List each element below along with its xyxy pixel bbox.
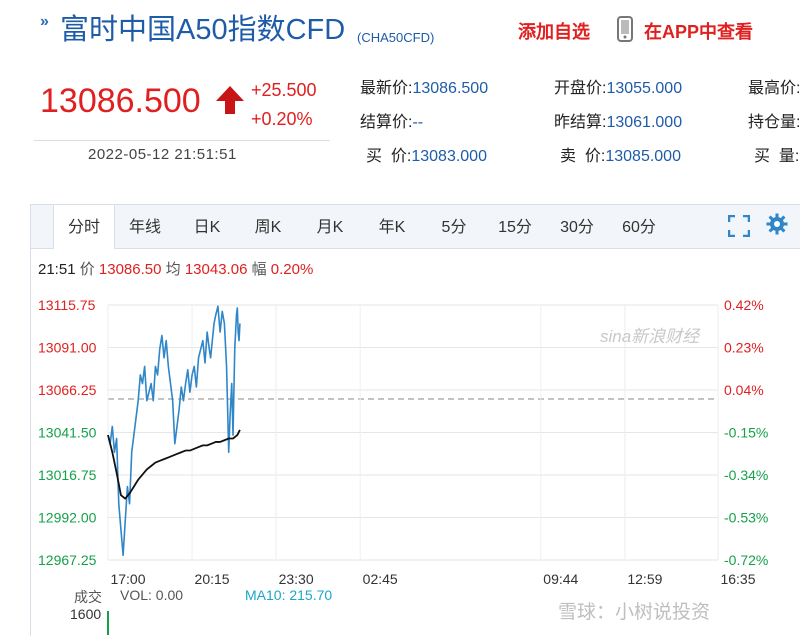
y-right-tick-label: 0.04% [724,382,764,398]
tab-monthly-k[interactable]: 月K [316,219,344,236]
x-tick-label: 20:15 [195,571,230,587]
chevron-right-icon: » [40,13,49,30]
ma10-value: MA10: 215.70 [245,587,333,603]
quote-cell: 买 量: [754,142,799,166]
quote-cell: 持仓量: [748,108,800,132]
instrument-code: (CHA50CFD) [357,30,435,45]
quote-label: 开盘价: [554,80,607,97]
x-tick-label: 02:45 [363,571,398,587]
tab-year-line[interactable]: 年线 [128,219,161,236]
quote-cell: 最新价:13086.500 [360,74,488,98]
quote-value: 13085.000 [605,148,681,165]
x-tick-label: 17:00 [110,571,145,587]
settings-icon[interactable] [766,213,788,235]
crosshair-info: 21:51 价 13086.50 均 13043.06 幅 0.20% [38,258,313,279]
x-tick-label: 09:44 [543,571,578,587]
tab-intraday[interactable]: 分时 [53,205,115,249]
quote-cell: 开盘价:13055.000 [554,74,682,98]
tab-15min[interactable]: 15分 [498,219,532,236]
period-tab-bar [31,205,800,249]
xueqiu-watermark: 雪球：小树说投资 [558,602,711,623]
info-avg: 13043.06 [184,261,248,278]
quote-timestamp: 2022-05-12 21:51:51 [88,146,237,163]
info-pct: 0.20% [270,261,314,278]
quote-label: 持仓量: [748,114,800,131]
quote-value: -- [412,114,424,131]
y-right-tick-label: -0.34% [724,467,768,483]
quote-value: 13061.000 [606,114,683,131]
info-price-label: 价 [79,261,95,278]
quote-cell: 卖 价:13085.000 [560,142,681,166]
add-favorite-button[interactable]: 添加自选 [518,22,590,42]
average-line [107,429,241,500]
price-line [107,305,241,557]
tab-30min[interactable]: 30分 [560,219,594,236]
y-tick-label: 13041.50 [38,425,97,441]
y-right-tick-label: 0.42% [724,297,764,313]
quote-value: 13086.500 [412,80,489,97]
quote-cell: 最高价: [748,74,800,98]
sina-watermark: sina新浪财经 [600,327,700,346]
volume-bar [107,611,109,635]
tab-daily-k[interactable]: 日K [193,219,221,236]
chart-axes: 13115.75 0.42% 13091.00 0.23% 13066.25 0.04% 1… [38,297,768,587]
y-right-tick-label: -0.72% [724,552,768,568]
y-right-tick-label: -0.53% [724,510,768,526]
info-avg-label: 均 [165,261,181,278]
up-arrow-icon [216,86,244,114]
last-price: 13086.500 [40,82,201,120]
tab-yearly-k[interactable]: 年K [378,219,406,236]
quote-label: 最高价: [748,80,800,97]
price-change-percent: +0.20% [251,109,313,129]
info-time: 21:51 [38,261,76,278]
info-pct-label: 幅 [251,261,267,278]
y-tick-label: 13016.75 [38,467,97,483]
tab-weekly-k[interactable]: 周K [254,219,282,236]
quote-label: 买 价: [366,148,412,165]
quote-value: 13083.000 [411,148,487,165]
instrument-title: 富时中国A50指数CFD [60,14,346,46]
volume-label: 成交 [74,589,102,605]
chart-panel [30,204,800,636]
tab-5min[interactable]: 5分 [441,219,467,236]
x-tick-label: 23:30 [279,571,314,587]
y-tick-label: 12967.25 [38,552,97,568]
y-right-tick-label: -0.15% [724,425,768,441]
volume-value: VOL: 0.00 [120,587,184,603]
y-tick-label: 13066.25 [38,382,97,398]
phone-icon [617,16,633,42]
y-tick-label: 13115.75 [38,297,96,313]
y-right-tick-label: 0.23% [724,340,764,356]
info-price: 13086.50 [98,261,162,278]
quote-cell: 昨结算:13061.000 [554,108,682,132]
quote-label: 买 量: [754,148,800,165]
quote-label: 卖 价: [560,148,606,165]
y-tick-label: 13091.00 [38,340,97,356]
x-tick-label: 16:35 [720,571,755,587]
tab-60min[interactable]: 60分 [622,219,656,236]
divider [34,140,330,141]
quote-label: 昨结算: [554,114,607,131]
chart-series [107,305,241,557]
x-tick-label: 12:59 [627,571,662,587]
view-in-app-button[interactable]: 在APP中查看 [644,22,754,42]
y-tick-label: 12992.00 [38,510,97,526]
quote-label: 结算价: [360,114,413,131]
quote-label: 最新价: [360,80,413,97]
fullscreen-icon[interactable] [728,215,750,237]
quote-cell: 结算价:-- [360,108,423,132]
quote-cell: 买 价:13083.000 [366,142,487,166]
quote-value: 13055.000 [606,80,683,97]
price-change: +25.500 [251,80,317,100]
volume-axis-max: 1600 [70,606,102,622]
